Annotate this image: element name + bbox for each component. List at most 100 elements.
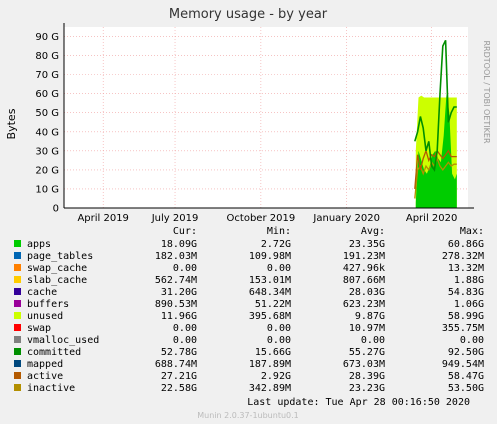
line-committed: [414, 39, 457, 172]
y-tick-label: 20 G: [35, 165, 59, 176]
legend-value-min: 153.01M: [249, 275, 291, 286]
legend-value-min: 15.66G: [255, 347, 291, 358]
legend-value-max: 1.88G: [454, 275, 484, 286]
legend-column-header: Min:: [267, 226, 291, 237]
legend-value-min: 0.00: [267, 323, 291, 334]
legend-value-cur: 0.00: [173, 335, 197, 346]
legend-column-header: Max:: [460, 226, 484, 237]
legend-value-cur: 18.09G: [161, 239, 197, 250]
legend-value-cur: 890.53M: [155, 299, 197, 310]
last-update: Last update: Tue Apr 28 00:16:50 2020: [247, 397, 470, 408]
y-tick-label: 40 G: [35, 127, 59, 138]
legend-value-max: 60.86G: [448, 239, 484, 250]
legend-label: mapped: [27, 359, 63, 370]
legend-swatch: [14, 348, 21, 355]
legend-swatch: [14, 300, 21, 307]
legend-value-cur: 11.96G: [161, 311, 197, 322]
legend-value-cur: 27.21G: [161, 371, 197, 382]
y-tick-label: 10 G: [35, 184, 59, 195]
legend-value-cur: 182.03M: [155, 251, 197, 262]
legend-value-cur: 0.00: [173, 263, 197, 274]
legend-value-cur: 688.74M: [155, 359, 197, 370]
legend-value-avg: 427.96k: [343, 263, 385, 274]
legend-column-header: Cur:: [173, 226, 197, 237]
legend-label: cache: [27, 287, 57, 298]
legend-label: inactive: [27, 383, 75, 394]
legend-label: active: [27, 371, 63, 382]
y-tick-label: 50 G: [35, 108, 59, 119]
legend-value-max: 54.83G: [448, 287, 484, 298]
y-tick-label: 90 G: [35, 32, 59, 43]
legend-value-min: 2.72G: [261, 239, 291, 250]
legend-value-max: 355.75M: [442, 323, 484, 334]
legend-swatch: [14, 372, 21, 379]
legend-swatch: [14, 276, 21, 283]
legend-value-min: 51.22M: [255, 299, 291, 310]
legend-label: slab_cache: [27, 275, 87, 286]
legend-value-cur: 31.20G: [161, 287, 197, 298]
legend-swatch: [14, 384, 21, 391]
legend-value-avg: 23.35G: [349, 239, 385, 250]
legend-label: apps: [27, 239, 51, 250]
x-tick-label: October 2019: [227, 213, 296, 224]
y-axis-label: Bytes: [5, 108, 18, 139]
legend-swatch: [14, 312, 21, 319]
x-tick-label: January 2020: [312, 213, 380, 224]
legend-label: committed: [27, 347, 81, 358]
legend-value-min: 0.00: [267, 335, 291, 346]
footer: Munin 2.0.37-1ubuntu0.1: [197, 411, 299, 420]
legend-label: vmalloc_used: [27, 335, 99, 346]
legend-value-max: 13.32M: [448, 263, 484, 274]
y-tick-label: 80 G: [35, 51, 59, 62]
legend-value-avg: 10.97M: [349, 323, 385, 334]
legend-value-min: 187.89M: [249, 359, 291, 370]
legend-value-avg: 28.03G: [349, 287, 385, 298]
legend-value-cur: 52.78G: [161, 347, 197, 358]
legend-value-avg: 9.87G: [355, 311, 385, 322]
legend-value-min: 0.00: [267, 263, 291, 274]
legend-swatch: [14, 240, 21, 247]
y-tick-label: 60 G: [35, 89, 59, 100]
x-tick-label: July 2019: [151, 213, 199, 224]
x-tick-label: April 2020: [406, 213, 457, 224]
legend-label: unused: [27, 311, 63, 322]
watermark: RRDTOOL / TOBI OETIKER: [482, 40, 491, 143]
legend-swatch: [14, 264, 21, 271]
legend-value-max: 0.00: [460, 335, 484, 346]
legend-swatch: [14, 360, 21, 367]
legend-value-cur: 562.74M: [155, 275, 197, 286]
legend-swatch: [14, 288, 21, 295]
legend-value-avg: 55.27G: [349, 347, 385, 358]
legend-value-max: 278.32M: [442, 251, 484, 262]
legend-value-max: 58.99G: [448, 311, 484, 322]
area-apps: [415, 93, 457, 208]
x-tick-label: April 2019: [77, 213, 128, 224]
legend-value-min: 395.68M: [249, 311, 291, 322]
legend-value-max: 949.54M: [442, 359, 484, 370]
y-tick-label: 30 G: [35, 146, 59, 157]
chart-title: Memory usage - by year: [169, 7, 328, 22]
legend-value-max: 92.50G: [448, 347, 484, 358]
y-tick-label: 70 G: [35, 70, 59, 81]
plot-area: [64, 27, 468, 208]
legend-value-cur: 0.00: [173, 323, 197, 334]
legend-value-min: 648.34M: [249, 287, 291, 298]
line-active: [414, 148, 457, 189]
legend-value-avg: 673.03M: [343, 359, 385, 370]
legend-swatch: [14, 336, 21, 343]
legend-value-avg: 28.39G: [349, 371, 385, 382]
legend-label: swap: [27, 323, 51, 334]
y-tick-label: 0: [53, 204, 59, 215]
legend-value-cur: 22.58G: [161, 383, 197, 394]
legend-swatch: [14, 252, 21, 259]
legend-value-avg: 807.66M: [343, 275, 385, 286]
legend-value-max: 53.50G: [448, 383, 484, 394]
legend-label: page_tables: [27, 251, 93, 262]
legend-label: swap_cache: [27, 263, 87, 274]
legend-value-avg: 0.00: [361, 335, 385, 346]
legend-value-max: 1.06G: [454, 299, 484, 310]
legend-swatch: [14, 324, 21, 331]
legend-value-min: 109.98M: [249, 251, 291, 262]
legend-value-max: 58.47G: [448, 371, 484, 382]
